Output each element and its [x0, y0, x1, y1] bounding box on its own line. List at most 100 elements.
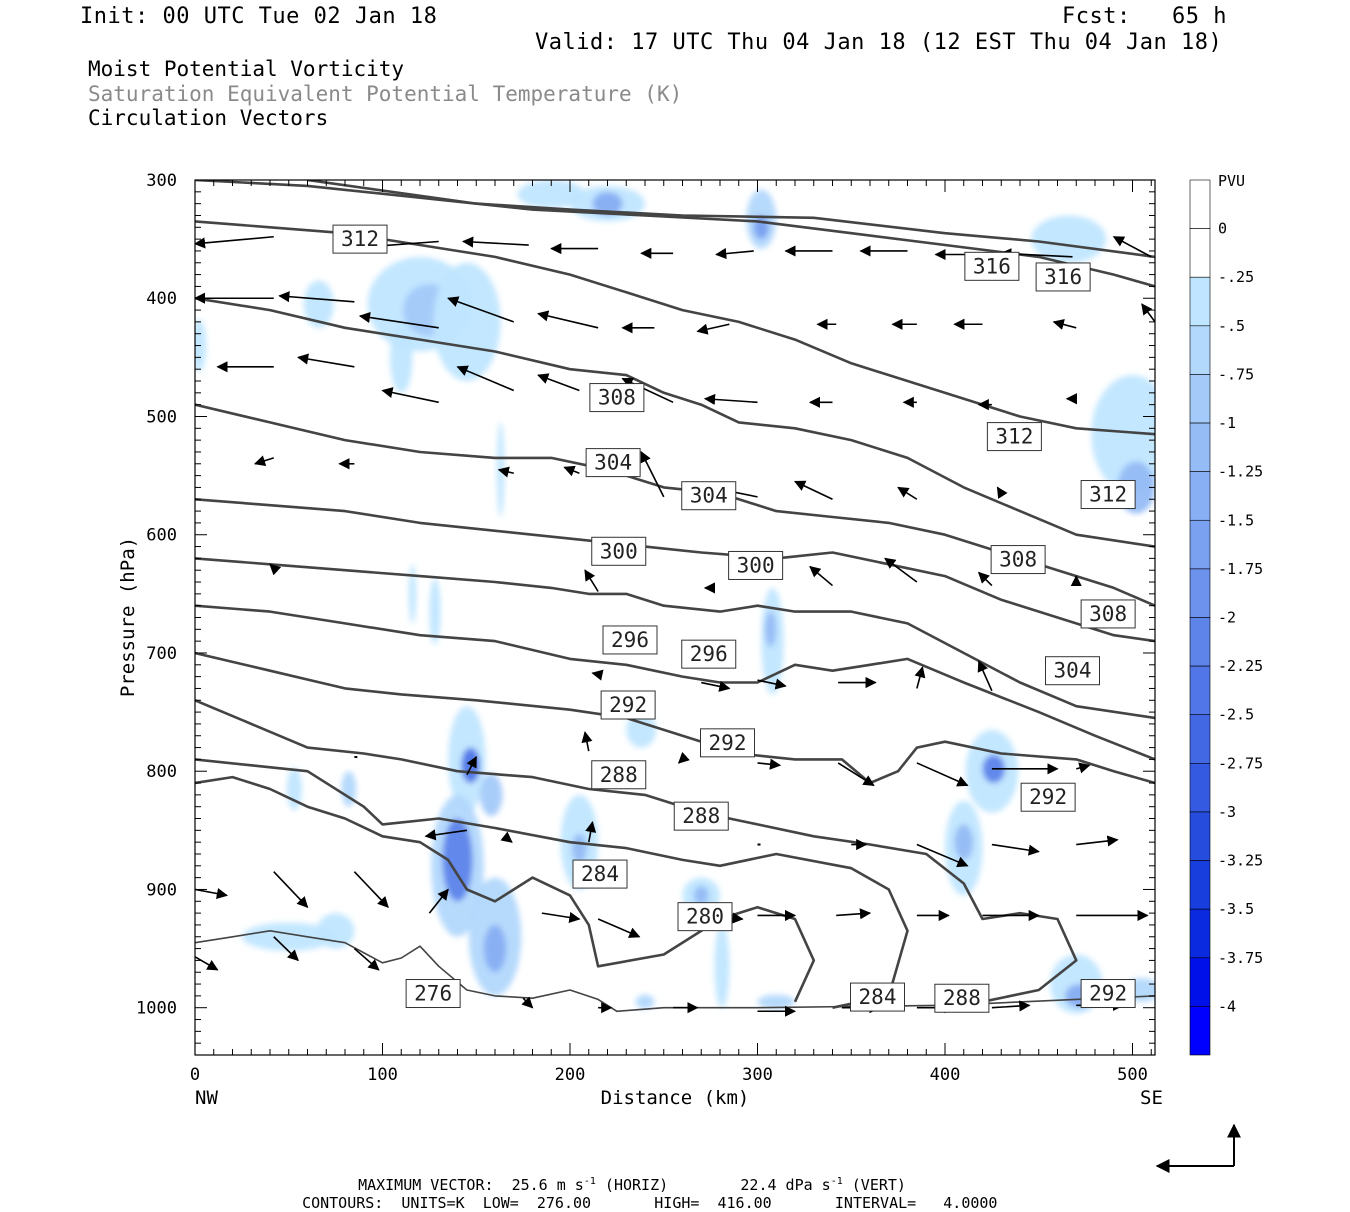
y-tick-label: 900 [146, 880, 177, 900]
colorbar-swatch [1189, 811, 1211, 861]
y-tick-label: 400 [146, 289, 177, 309]
circulation-vector [462, 236, 529, 248]
circulation-vector [836, 908, 872, 920]
circulation-vector [977, 571, 993, 587]
circulation-vector [424, 829, 467, 841]
pv-blob [592, 191, 623, 216]
colorbar-swatch [1189, 1006, 1211, 1056]
y-tick-label: 1000 [136, 999, 177, 1019]
colorbar-swatch [1189, 179, 1211, 229]
circulation-vector [195, 956, 219, 971]
axis-ticks: 300 400 500 600 700 800 900 1000 0 100 200 300 400 50… [136, 171, 1155, 1085]
pv-blob [753, 215, 769, 240]
colorbar-swatch [1189, 860, 1211, 910]
contours-low: LOW= 276.00 [482, 1194, 592, 1212]
circulation-vector [793, 480, 833, 500]
pv-blob [635, 994, 655, 1009]
x-tick-label: 200 [555, 1065, 586, 1085]
contour-label-box [728, 550, 784, 580]
colorbar-label: -2.5 [1218, 706, 1254, 724]
contour-label: 312 [341, 227, 379, 251]
colorbar-swatch [1189, 276, 1211, 327]
pv-blob [390, 321, 413, 393]
circulation-vectors [195, 235, 1155, 1017]
colorbar-swatch [1189, 374, 1211, 424]
colorbar-label: -.5 [1218, 317, 1245, 335]
circulation-vector [353, 871, 389, 909]
circulation-vector [715, 247, 754, 260]
pv-blob [341, 771, 357, 807]
circulation-vector [195, 888, 228, 900]
pv-blob [480, 773, 503, 817]
circulation-vector [456, 365, 515, 392]
colorbar-label: -3.75 [1218, 949, 1263, 967]
isentrope-300 [195, 557, 1155, 720]
x-tick-label: 400 [930, 1065, 961, 1085]
contour-label: 292 [709, 731, 747, 755]
contour-label-box [405, 979, 461, 1009]
contour-label: 288 [600, 763, 638, 787]
circulation-vector [273, 936, 299, 962]
contour-label: 288 [943, 986, 981, 1010]
contour-label: 308 [999, 548, 1037, 572]
legend-pv: Moist Potential Vorticity [88, 57, 405, 81]
contour-label: 300 [600, 539, 638, 563]
pv-shading [195, 180, 1155, 1014]
pv-blob [571, 833, 587, 863]
colorbar-label: -3.5 [1218, 900, 1254, 918]
contour-label: 284 [859, 985, 897, 1009]
forecast-hour: Fcst: 65 h [1062, 4, 1227, 29]
contour-label: 292 [609, 693, 647, 717]
contour-label: 308 [598, 386, 636, 410]
colorbar-swatch [1189, 714, 1211, 764]
footer-contours: CONTOURS: UNITS=K LOW= 276.00 HIGH= 416.… [284, 1176, 997, 1212]
circulation-vector [466, 756, 477, 776]
pv-blob [241, 922, 336, 951]
x-axis-title: Distance (km) [601, 1087, 750, 1109]
contour-label-box [332, 224, 388, 254]
colorbar-label: -2 [1218, 609, 1236, 627]
y-tick-label: 800 [146, 762, 177, 782]
circulation-vector [297, 353, 355, 368]
max-vector-horiz: 25.6 m s [511, 1176, 584, 1194]
circulation-vector [497, 466, 514, 478]
circulation-vector [585, 820, 597, 843]
colorbar-label: -2.25 [1218, 657, 1263, 675]
circulation-vector [1112, 236, 1152, 258]
colorbar-label: -3.25 [1218, 852, 1263, 870]
x-left-label-nw: NW [195, 1087, 218, 1109]
isentrope-324 [307, 180, 1155, 259]
max-vector-label: MAXIMUM VECTOR: [358, 1176, 494, 1194]
contour-label: 288 [682, 804, 720, 828]
contours-units: UNITS=K [401, 1194, 465, 1212]
x-tick-label: 100 [367, 1065, 398, 1085]
colorbar-label: -1 [1218, 414, 1236, 432]
circulation-vector [701, 680, 731, 692]
contour-label-box [572, 859, 628, 889]
circulation-vector [597, 918, 641, 938]
pv-blob [461, 747, 480, 784]
circulation-vector [757, 678, 787, 690]
pv-blob [693, 885, 709, 905]
colorbar-swatch [1189, 617, 1211, 667]
colorbar-label: -.25 [1218, 268, 1254, 286]
contour-label-box [1080, 599, 1136, 629]
init-time: Init: 00 UTC Tue 02 Jan 18 [80, 4, 438, 29]
circulation-vector [381, 387, 439, 404]
contour-label-box [681, 481, 737, 511]
contour-label: 284 [581, 862, 619, 886]
colorbar-label: -1.75 [1218, 560, 1263, 578]
circulation-vector [563, 465, 580, 477]
contour-label-box [591, 760, 647, 790]
circulation-vector [897, 486, 918, 500]
circulation-vector [541, 911, 581, 923]
circulation-vector [428, 888, 449, 914]
circulation-vector [591, 669, 604, 681]
circulation-vector [991, 843, 1040, 856]
pv-blob [757, 994, 795, 1009]
contour-label: 292 [1089, 982, 1127, 1006]
contour-label-box [1080, 480, 1136, 510]
horiz-exponent: -1 [583, 1176, 596, 1187]
x-tick-label: 0 [190, 1065, 200, 1085]
